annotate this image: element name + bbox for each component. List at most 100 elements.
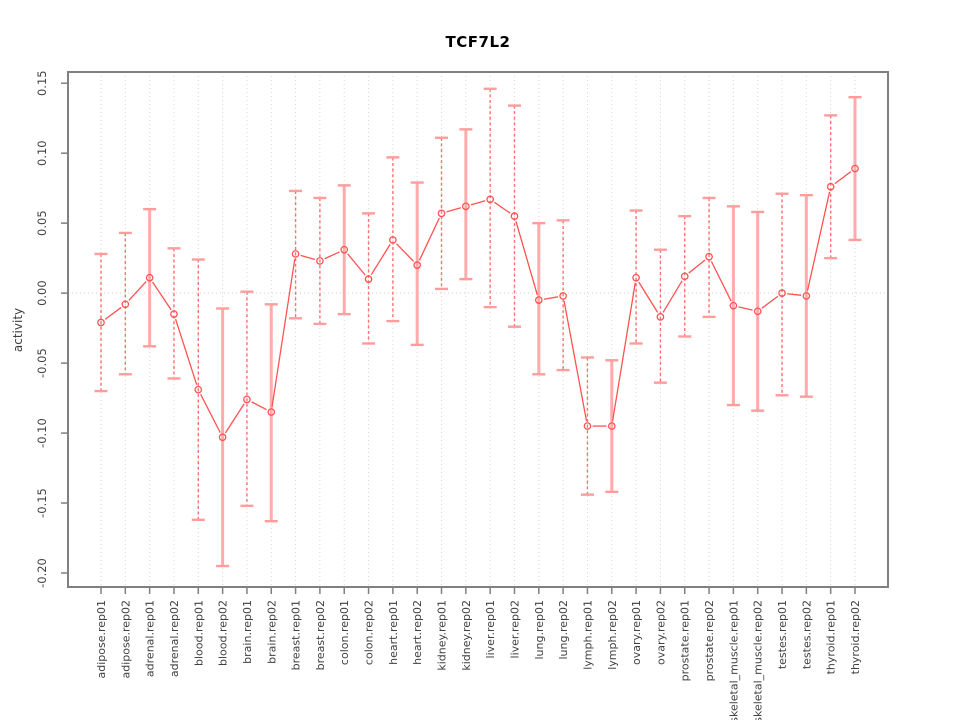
series-line-segment (494, 201, 511, 214)
data-point-marker (802, 292, 811, 300)
series-line-segment (300, 254, 316, 261)
x-tick-label: thyroid.rep02 (849, 600, 862, 674)
series-line-segment (787, 293, 802, 296)
data-point-marker (729, 301, 738, 310)
series-line-segment (370, 244, 391, 276)
series-line-segment (418, 217, 440, 261)
x-tick-label: skeletal_muscle.rep01 (727, 600, 740, 720)
x-tick-label: brain.rep01 (241, 600, 254, 664)
data-point-marker (778, 289, 786, 297)
y-tick-label: -0.15 (35, 488, 49, 518)
data-point-marker (583, 422, 592, 430)
data-point-marker (656, 313, 665, 321)
x-tick-label: adrenal.rep01 (144, 600, 157, 677)
data-point-marker (559, 292, 567, 300)
x-tick-label: kidney.rep02 (460, 600, 473, 671)
series-line-segment (446, 207, 462, 213)
data-point-marker (461, 202, 470, 211)
series-line-segment (128, 281, 147, 301)
x-tick-label: lymph.rep01 (581, 600, 594, 670)
series-line-segment (347, 253, 366, 276)
series-line-segment (611, 282, 636, 422)
data-point-marker (437, 209, 446, 218)
series-line-segment (174, 318, 198, 385)
x-tick-label: colon.rep01 (338, 600, 351, 665)
y-tick-label: -0.05 (35, 348, 49, 378)
x-tick-label: liver.rep01 (484, 600, 497, 658)
data-point-marker (851, 164, 859, 173)
data-point-marker (632, 273, 640, 282)
series-line-segment (224, 403, 245, 434)
data-point-marker (680, 272, 689, 281)
data-point-marker (705, 252, 713, 261)
data-point-marker (243, 395, 251, 404)
data-point-marker (534, 296, 543, 304)
x-tick-label: ovary.rep01 (630, 600, 643, 665)
x-tick-label: liver.rep02 (508, 600, 521, 658)
x-tick-label: lung.rep02 (557, 600, 570, 660)
data-point-marker (340, 245, 349, 254)
series-line-segment (662, 280, 683, 313)
series-line-segment (563, 300, 588, 422)
series-line-segment (543, 296, 559, 300)
data-point-marker (753, 307, 762, 316)
x-tick-label: heart.rep02 (411, 600, 424, 665)
series-line-segment (710, 261, 732, 302)
series-line-segment (200, 394, 221, 433)
x-tick-label: brain.rep02 (265, 600, 278, 664)
x-tick-label: adipose.rep02 (119, 600, 132, 679)
plot-generated-layer: -0.20 -0.15 -0.10 -0.05 0.00 0.05 0.10 0.15 adip… (35, 70, 889, 720)
series-line-segment (806, 191, 831, 291)
chart-title: TCF7L2 (446, 33, 511, 51)
data-point-marker (145, 273, 154, 282)
x-tick-label: breast.rep01 (290, 600, 303, 670)
y-tick-label: -0.10 (35, 418, 49, 448)
data-point-marker (316, 257, 324, 265)
x-tick-label: adipose.rep01 (95, 600, 108, 679)
series-line-segment (104, 306, 122, 320)
series-line-segment (324, 251, 340, 260)
series-line-segment (834, 171, 852, 185)
series-line-segment (738, 306, 753, 311)
data-point-marker (413, 261, 422, 269)
x-tick-label: lymph.rep02 (606, 600, 619, 670)
series-line-segment (515, 220, 538, 296)
x-tick-label: testes.rep02 (800, 600, 813, 669)
series-line-segment (251, 401, 267, 411)
x-tick-label: ovary.rep02 (654, 600, 667, 665)
data-point-marker (97, 318, 105, 327)
data-point-marker (194, 385, 203, 394)
plot-border (67, 71, 889, 588)
x-tick-label: testes.rep01 (776, 600, 789, 669)
x-tick-label: heart.rep01 (387, 600, 400, 665)
series-line-segment (688, 259, 706, 274)
data-point-marker (218, 433, 227, 442)
data-point-marker (486, 195, 495, 204)
data-point-marker (389, 236, 397, 244)
y-tick-label: 0.05 (35, 210, 49, 236)
y-tick-label: -0.20 (35, 558, 49, 588)
y-tick-label: 0.00 (35, 280, 49, 306)
series-line-segment (638, 281, 659, 313)
series-line-segment (271, 258, 296, 408)
x-tick-label: prostate.rep01 (679, 600, 692, 681)
data-point-marker (826, 182, 835, 191)
data-point-marker (291, 250, 300, 258)
series-line-segment (396, 243, 415, 262)
data-point-marker (170, 310, 178, 318)
x-tick-label: blood.rep01 (192, 600, 205, 666)
x-tick-label: lung.rep01 (533, 600, 546, 660)
y-tick-label: 0.15 (35, 70, 49, 96)
x-tick-label: kidney.rep01 (436, 600, 449, 671)
x-tick-label: adrenal.rep02 (168, 600, 181, 677)
data-point-marker (121, 300, 130, 309)
series-line-segment (761, 295, 779, 309)
x-tick-label: thyroid.rep01 (825, 600, 838, 674)
y-axis-label: activity (11, 308, 25, 352)
series-line-segment (151, 281, 172, 311)
x-tick-label: blood.rep02 (217, 600, 230, 666)
x-tick-label: colon.rep02 (363, 600, 376, 665)
x-tick-label: prostate.rep02 (703, 600, 716, 681)
